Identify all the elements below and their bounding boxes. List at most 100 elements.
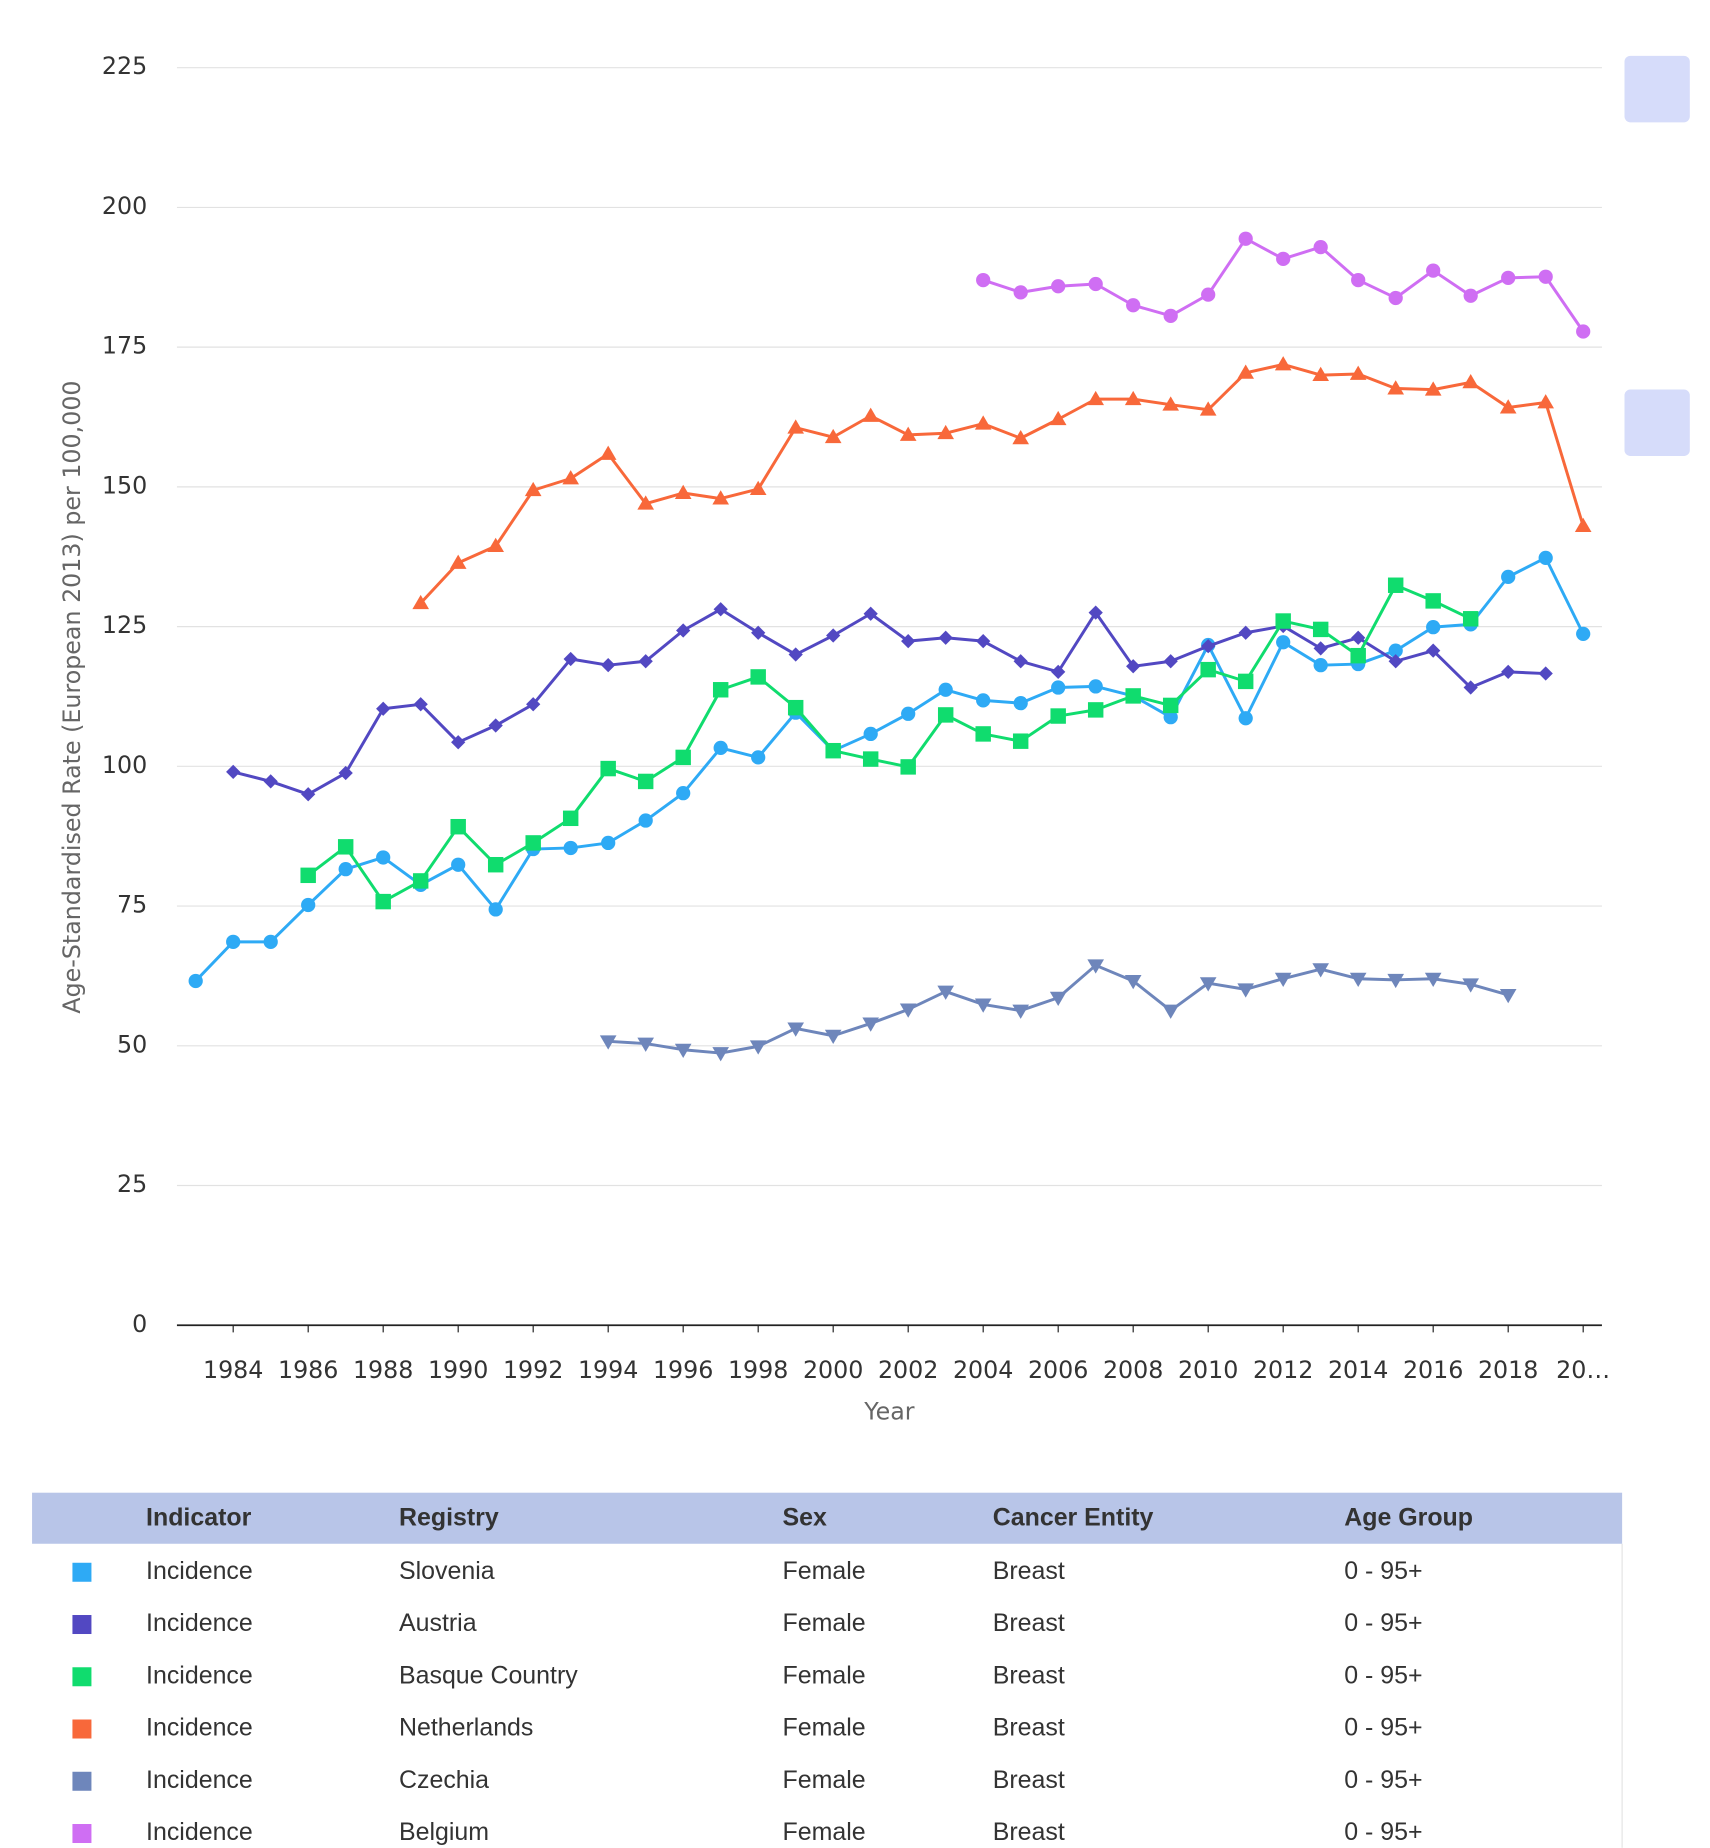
x-tick-label: 2000 [803,1356,863,1384]
series-line [419,362,1585,605]
point [1012,429,1029,445]
point [1012,733,1029,749]
point [1388,643,1403,658]
point [601,658,616,673]
table-cell: Breast [993,1818,1065,1846]
point [300,867,316,884]
point [1275,613,1291,629]
x-axis-title: Year [863,1398,915,1426]
point [749,1040,767,1055]
y-tick-label: 25 [117,1170,147,1198]
point [1238,711,1253,726]
point [674,484,692,499]
point [1538,269,1553,284]
point [1199,977,1217,992]
point [787,1022,804,1037]
legend-label: Belgium [399,1818,489,1846]
table-cell: Female [783,1661,866,1689]
series-line [608,963,1509,1055]
point [749,480,767,496]
point [263,774,278,789]
point [599,445,617,460]
point [676,786,691,801]
legend-label: Netherlands [399,1714,533,1742]
point [1462,978,1479,993]
point [1051,664,1066,680]
point [1276,251,1291,266]
x-tick-label: 2002 [878,1356,938,1384]
point [750,669,766,685]
y-tick-label: 0 [132,1310,147,1338]
y-tick-label: 50 [117,1030,147,1058]
point [1199,401,1217,416]
point [938,630,953,645]
x-tick-label: 1986 [278,1356,338,1384]
scroll-handle[interactable] [1624,55,1690,123]
x-tick-label: 1994 [578,1356,638,1384]
point [1274,972,1292,988]
x-tick-label: 1988 [353,1356,413,1384]
table-cell: 0 - 95+ [1344,1557,1422,1585]
point [301,897,316,913]
y-axis-title: Age-Standardised Rate (European 2013) pe… [58,380,86,1013]
point [1387,380,1404,395]
legend-swatch [72,1562,92,1582]
table-cell: 0 - 95+ [1344,1714,1422,1742]
point [338,765,353,781]
point [1313,658,1328,673]
point [862,407,879,422]
table-cell: 0 - 95+ [1344,1609,1422,1637]
point [1126,659,1141,674]
point [524,481,542,497]
point [1088,276,1103,292]
point [412,873,429,889]
point [1237,983,1254,998]
point [788,647,803,662]
table-header-cell: Registry [399,1503,499,1531]
table-cell: Incidence [146,1818,253,1846]
point [1387,973,1404,989]
point [1051,279,1066,294]
point [1574,517,1592,532]
point [1162,1004,1179,1019]
point [1462,374,1479,389]
table-cell: 0 - 95+ [1344,1766,1422,1794]
x-tick-label: 20… [1556,1356,1610,1384]
point [1051,680,1066,695]
point [376,850,391,865]
point [1426,620,1441,635]
x-tick-label: 2008 [1103,1356,1163,1384]
point [1349,972,1367,988]
point [1350,647,1366,664]
point [1312,366,1329,382]
point [451,857,466,872]
point [487,537,504,553]
point [676,623,691,638]
point [600,760,616,777]
point [1125,688,1141,704]
point [1237,673,1254,690]
x-tick-label: 2006 [1028,1356,1088,1384]
point [1463,288,1478,303]
point [1463,680,1478,695]
table-header-cell: Cancer Entity [993,1503,1154,1531]
point [900,759,916,775]
point [301,787,316,802]
table-cell: Female [783,1818,866,1846]
point [599,1035,617,1050]
legend-label: Basque Country [399,1661,578,1689]
point [1163,654,1178,669]
table-cell: Breast [993,1766,1065,1794]
legend-swatch [72,1719,92,1739]
point [562,470,579,485]
point [375,893,391,910]
point [1351,272,1366,288]
point [1087,702,1104,718]
legend-swatch [72,1667,92,1687]
table-cell: Breast [993,1609,1065,1637]
point [1388,654,1403,669]
point [1501,270,1516,285]
scroll-handle[interactable] [1624,389,1690,457]
legend-label: Czechia [399,1766,489,1794]
point [1576,324,1591,339]
